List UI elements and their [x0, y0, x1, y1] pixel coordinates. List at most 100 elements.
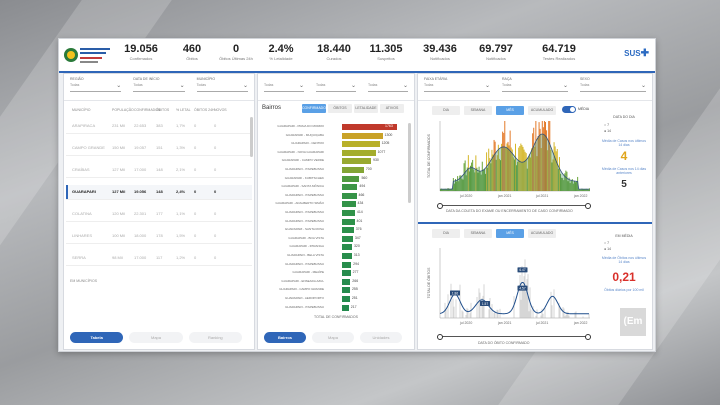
- bairro-bar[interactable]: [342, 304, 349, 311]
- table-header[interactable]: NOVOS: [214, 108, 227, 112]
- table-scrollbar[interactable]: [250, 117, 253, 157]
- filter-select[interactable]: Todas: [580, 82, 646, 92]
- bairro-bar[interactable]: [342, 132, 383, 139]
- bairro-bar[interactable]: [342, 287, 350, 294]
- bairro-bar[interactable]: [342, 218, 355, 225]
- tab-mapa[interactable]: Mapa: [312, 332, 354, 343]
- chart2-btn-acumulado[interactable]: ACUMULADO: [528, 229, 556, 238]
- bairro-row[interactable]: GUARAPARI - IPIRANGA 320: [258, 243, 408, 251]
- bairro-row[interactable]: GUARAPARI - CAMPO GRANDE 255: [258, 286, 408, 294]
- bairro-bar[interactable]: [342, 167, 364, 173]
- radio-7[interactable]: ○ 7: [604, 123, 610, 127]
- bairro-row[interactable]: GUARAPARI - ITAPEBUSSU 401: [258, 218, 408, 226]
- tab-unidades[interactable]: Unidades: [360, 332, 402, 343]
- bairro-bar[interactable]: [342, 124, 397, 130]
- table-header[interactable]: ÓBITOS 24H: [194, 108, 215, 112]
- radio2-14[interactable]: ● 14: [604, 247, 611, 251]
- bairro-bar[interactable]: [342, 201, 356, 208]
- bairro-bar[interactable]: [342, 210, 355, 216]
- bairros-btn-2[interactable]: LETALIDADE: [354, 104, 378, 113]
- filter-select[interactable]: Todas: [502, 82, 568, 92]
- table-row[interactable]: CRAÍBAS 127 Mil 17.000 148 2,1% 0 0: [66, 163, 252, 178]
- bairro-bar[interactable]: [342, 270, 351, 277]
- bairro-row[interactable]: GUARAPARI - MEAÍPE 277: [258, 269, 408, 277]
- bairro-row[interactable]: GUARAPARI - PRAIA DO MORRO 1763: [258, 123, 408, 131]
- filter-2[interactable]: Todas: [362, 76, 414, 98]
- slider-handle-start[interactable]: [437, 203, 443, 209]
- bairro-row[interactable]: GUARAPARI - BOA VISTA 347: [258, 235, 408, 243]
- tab-mapa[interactable]: Mapa: [129, 332, 183, 343]
- tab-ranking[interactable]: Ranking: [188, 332, 242, 343]
- bairros-btn-0[interactable]: CONFIRMADOS: [302, 104, 328, 113]
- filter-select[interactable]: Todas: [424, 82, 490, 92]
- bairro-bar[interactable]: [342, 192, 357, 199]
- bairro-row[interactable]: GUARAPARI - AEROPORTO 251: [258, 295, 408, 303]
- table-header[interactable]: CONFIRMADOS: [134, 108, 161, 112]
- bairro-bar[interactable]: [342, 184, 358, 191]
- filter-1[interactable]: RAÇA Todas: [496, 76, 574, 98]
- bairros-btn-3[interactable]: ATIVOS: [380, 104, 404, 113]
- table-row[interactable]: GUARAPARI 127 Mil 19.056 148 2,4% 0 0: [66, 185, 252, 200]
- filter-2[interactable]: MUNICÍPIO Todas: [191, 76, 254, 98]
- slider2-handle-start[interactable]: [437, 334, 443, 340]
- filter-0[interactable]: REGIÃO Todas: [64, 76, 127, 98]
- filter-select[interactable]: Todas: [316, 82, 356, 92]
- table-header[interactable]: MUNICÍPIO: [72, 108, 91, 112]
- filter-1[interactable]: DATA DE INÍCIO Todas: [127, 76, 190, 98]
- table-row[interactable]: ARAPIRACA 231 Mil 22.653 383 1,7% 0 0: [66, 119, 252, 134]
- filter-2[interactable]: SEXO Todas: [574, 76, 652, 98]
- slider-handle-end[interactable]: [585, 203, 591, 209]
- table-row[interactable]: SERRA 98 Mil 17.000 117 1,2% 0 0: [66, 251, 252, 266]
- filter-select[interactable]: Todas: [196, 82, 248, 92]
- bairro-bar[interactable]: [342, 278, 351, 285]
- table-header[interactable]: ÓBITOS: [156, 108, 170, 112]
- chart2-btn-mês[interactable]: MÊS: [496, 229, 524, 238]
- bairro-bar[interactable]: [342, 141, 380, 148]
- media-toggle[interactable]: [562, 106, 576, 113]
- bairro-row[interactable]: GUARAPARI - SANTA MÔNICA 494: [258, 183, 408, 191]
- bairro-bar[interactable]: [342, 261, 352, 268]
- table-header[interactable]: % LETAL: [176, 108, 191, 112]
- date-slider[interactable]: [438, 205, 588, 206]
- bairro-row[interactable]: GUARAPARI - BELA VISTA 313: [258, 252, 408, 260]
- chart1-btn-acumulado[interactable]: ACUMULADO: [528, 106, 556, 115]
- filter-0[interactable]: Todas: [258, 76, 310, 98]
- chart2-btn-dia[interactable]: DIA: [432, 229, 460, 238]
- bairro-bar[interactable]: [342, 296, 350, 302]
- bairro-row[interactable]: GUARAPARI - ITAPEBUSSU 466: [258, 192, 408, 200]
- filter-1[interactable]: Todas: [310, 76, 362, 98]
- bairro-bar[interactable]: [342, 227, 354, 234]
- filter-select[interactable]: Todas: [368, 82, 408, 92]
- bairro-row[interactable]: GUARAPARI - ADALBERTO SIMÃO 434: [258, 200, 408, 208]
- chart1-btn-mês[interactable]: MÊS: [496, 106, 524, 115]
- filter-select[interactable]: Todas: [70, 82, 122, 92]
- radio-14[interactable]: ● 14: [604, 129, 611, 133]
- filter-0[interactable]: FAIXA ETÁRIA Todas: [418, 76, 496, 98]
- table-row[interactable]: LINHARES 100 Mil 18.000 178 1,5% 0 0: [66, 229, 252, 244]
- bairro-row[interactable]: GUARAPARI - NOVA GUARAPARI 1077: [258, 149, 408, 157]
- bairro-row[interactable]: GUARAPARI - ITAPEBUSSU 217: [258, 304, 408, 312]
- filter-select[interactable]: Todas: [264, 82, 304, 92]
- table-row[interactable]: CAMPO GRANDE 150 Mil 19.057 151 1,3% 0 0: [66, 141, 252, 156]
- bairro-bar[interactable]: [342, 175, 360, 182]
- tab-tabela[interactable]: Tabela: [70, 332, 124, 343]
- bairro-row[interactable]: GUARAPARI - CENTRO 1205: [258, 140, 408, 148]
- bairro-row[interactable]: GUARAPARI - CAMPO VERDE 930: [258, 157, 408, 165]
- bairro-row[interactable]: GUARAPARI - KUBITSCHEK 560: [258, 175, 408, 183]
- slider2-handle-end[interactable]: [585, 334, 591, 340]
- scrollbar[interactable]: [408, 123, 411, 203]
- date-slider-2[interactable]: [438, 336, 588, 337]
- chart1-btn-semana[interactable]: SEMANA: [464, 106, 492, 115]
- bairro-bar[interactable]: [342, 158, 371, 165]
- tab-bairros[interactable]: Bairros: [264, 332, 306, 343]
- chart1-btn-dia[interactable]: DIA: [432, 106, 460, 115]
- bairro-row[interactable]: GUARAPARI - ITAPEBUSSU 294: [258, 261, 408, 269]
- bairro-row[interactable]: GUARAPARI - SANTA ROSA 376: [258, 226, 408, 234]
- table-row[interactable]: COLATINA 120 Mil 22.301 177 1,1% 0 0: [66, 207, 252, 222]
- table-header[interactable]: POPULAÇÃO: [112, 108, 134, 112]
- bairro-row[interactable]: GUARAPARI - ITAPEBUSSU 414: [258, 209, 408, 217]
- bairro-row[interactable]: GUARAPARI - ITAPEBUSSU 700: [258, 166, 408, 174]
- bairro-bar[interactable]: [342, 244, 352, 251]
- bairro-row[interactable]: GUARAPARI - MUQUIÇABA 1300: [258, 132, 408, 140]
- bairro-bar[interactable]: [342, 253, 352, 259]
